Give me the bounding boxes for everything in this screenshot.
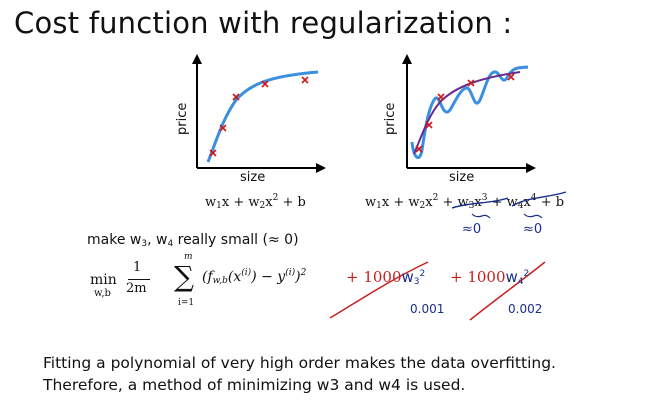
sum-symbol: ∑ [174, 260, 194, 293]
right-plot [370, 50, 540, 180]
data-point-x [232, 93, 240, 101]
data-point-x [415, 145, 423, 153]
left-fit-curve [206, 70, 319, 163]
left-x-arrow [316, 163, 326, 173]
right-x-label: size [449, 170, 475, 185]
small-value-2: 0.002 [508, 302, 543, 316]
slide-title: Cost function with regularization : [14, 6, 513, 40]
left-y-label: price [175, 102, 190, 135]
caption-line-2: Therefore, a method of minimizing w3 and… [43, 376, 466, 394]
right-regularized-curve [413, 71, 521, 155]
w3-brace [471, 213, 491, 219]
make-small-text: make w3, w4 really small (≈ 0) [87, 232, 299, 249]
right-data-points [415, 73, 515, 153]
min-subscript: w,b [94, 288, 111, 299]
cost-function: min w,b 1 2m m ∑ i=1 (fw,b(x(i)) − y(i))… [90, 252, 560, 322]
left-model-equation: w1x + w2x2 + b [205, 193, 306, 211]
right-overfit-curve [410, 65, 529, 159]
data-point-x [425, 121, 433, 129]
caption-line-1: Fitting a polynomial of very high order … [43, 354, 556, 372]
fraction-numerator: 1 [133, 260, 142, 275]
sum-lower: i=1 [178, 298, 195, 308]
right-model-equation: w1x + w2x2 + w3x3 + w4x4 + b [365, 193, 565, 211]
data-point-x [507, 73, 515, 81]
right-y-arrow [402, 54, 412, 64]
caption: Fitting a polynomial of very high order … [43, 352, 556, 396]
sum-upper: m [184, 252, 193, 262]
cost-body: (fw,b(x(i)) − y(i))2 [202, 268, 307, 286]
left-x-label: size [240, 170, 266, 185]
data-point-x [219, 124, 227, 132]
reg-term-w3: + 1000w32 [346, 268, 426, 287]
data-point-x [261, 80, 269, 88]
approx-zero-w4: ≈0 [523, 222, 543, 237]
small-value-1: 0.001 [410, 302, 445, 316]
left-y-arrow [192, 54, 202, 64]
data-point-x [437, 93, 445, 101]
data-point-x [467, 79, 475, 87]
fraction-bar [128, 279, 150, 280]
right-x-arrow [526, 163, 536, 173]
data-point-x [301, 76, 309, 84]
data-point-x [209, 149, 217, 157]
w4-brace [523, 213, 543, 219]
right-y-label: price [383, 102, 398, 135]
left-data-points [209, 76, 309, 157]
left-plot [160, 50, 330, 180]
fraction-denominator: 2m [126, 281, 147, 296]
min-operator: min [90, 272, 117, 288]
reg-term-w4: + 1000w42 [450, 268, 530, 287]
approx-zero-w3: ≈0 [462, 222, 482, 237]
